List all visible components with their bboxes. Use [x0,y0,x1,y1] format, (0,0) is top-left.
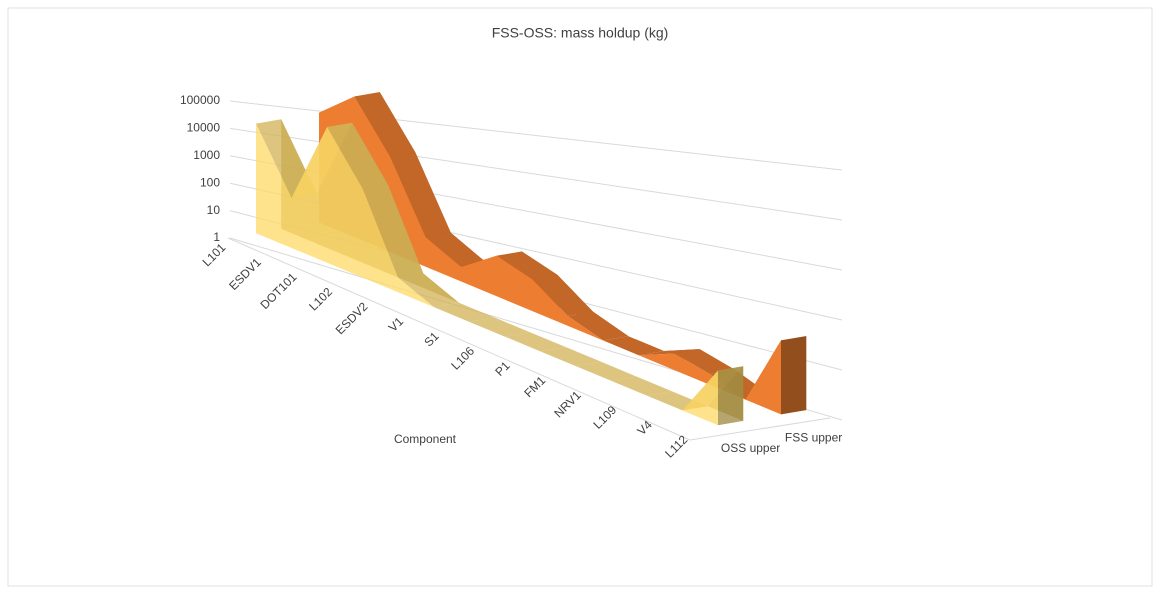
area-top [575,361,637,381]
area-top [390,152,451,238]
area-top [425,232,487,267]
y-tick-label: 1 [213,230,220,244]
area-side [781,336,807,415]
y-tick-label: 10000 [187,121,221,135]
area-side [718,366,744,426]
area-top [398,273,459,308]
chart-title: FSS-OSS: mass holdup (kg) [492,25,669,41]
area-top [362,184,424,278]
series-label: FSS upper [785,430,842,444]
area-top [496,251,558,280]
area-top [433,302,495,322]
area-top [469,317,530,337]
series-label: OSS upper [721,441,780,455]
area-top [532,274,593,316]
y-tick-label: 100000 [180,93,220,107]
floor-edge [689,417,831,441]
area-top [603,336,665,356]
area-top [611,376,673,396]
chart-frame [7,7,1153,587]
floor-edge [227,237,691,441]
area-top [567,311,629,341]
area-top [354,92,416,157]
x-axis-label: Component [394,432,457,446]
y-tick-label: 10 [207,203,221,217]
y-tick-label: 1000 [193,148,220,162]
area-top [540,347,602,367]
area-top [674,349,736,375]
area-top [504,332,566,352]
area-top [327,122,388,189]
y-tick-label: 100 [200,175,220,189]
area-top [638,349,700,356]
